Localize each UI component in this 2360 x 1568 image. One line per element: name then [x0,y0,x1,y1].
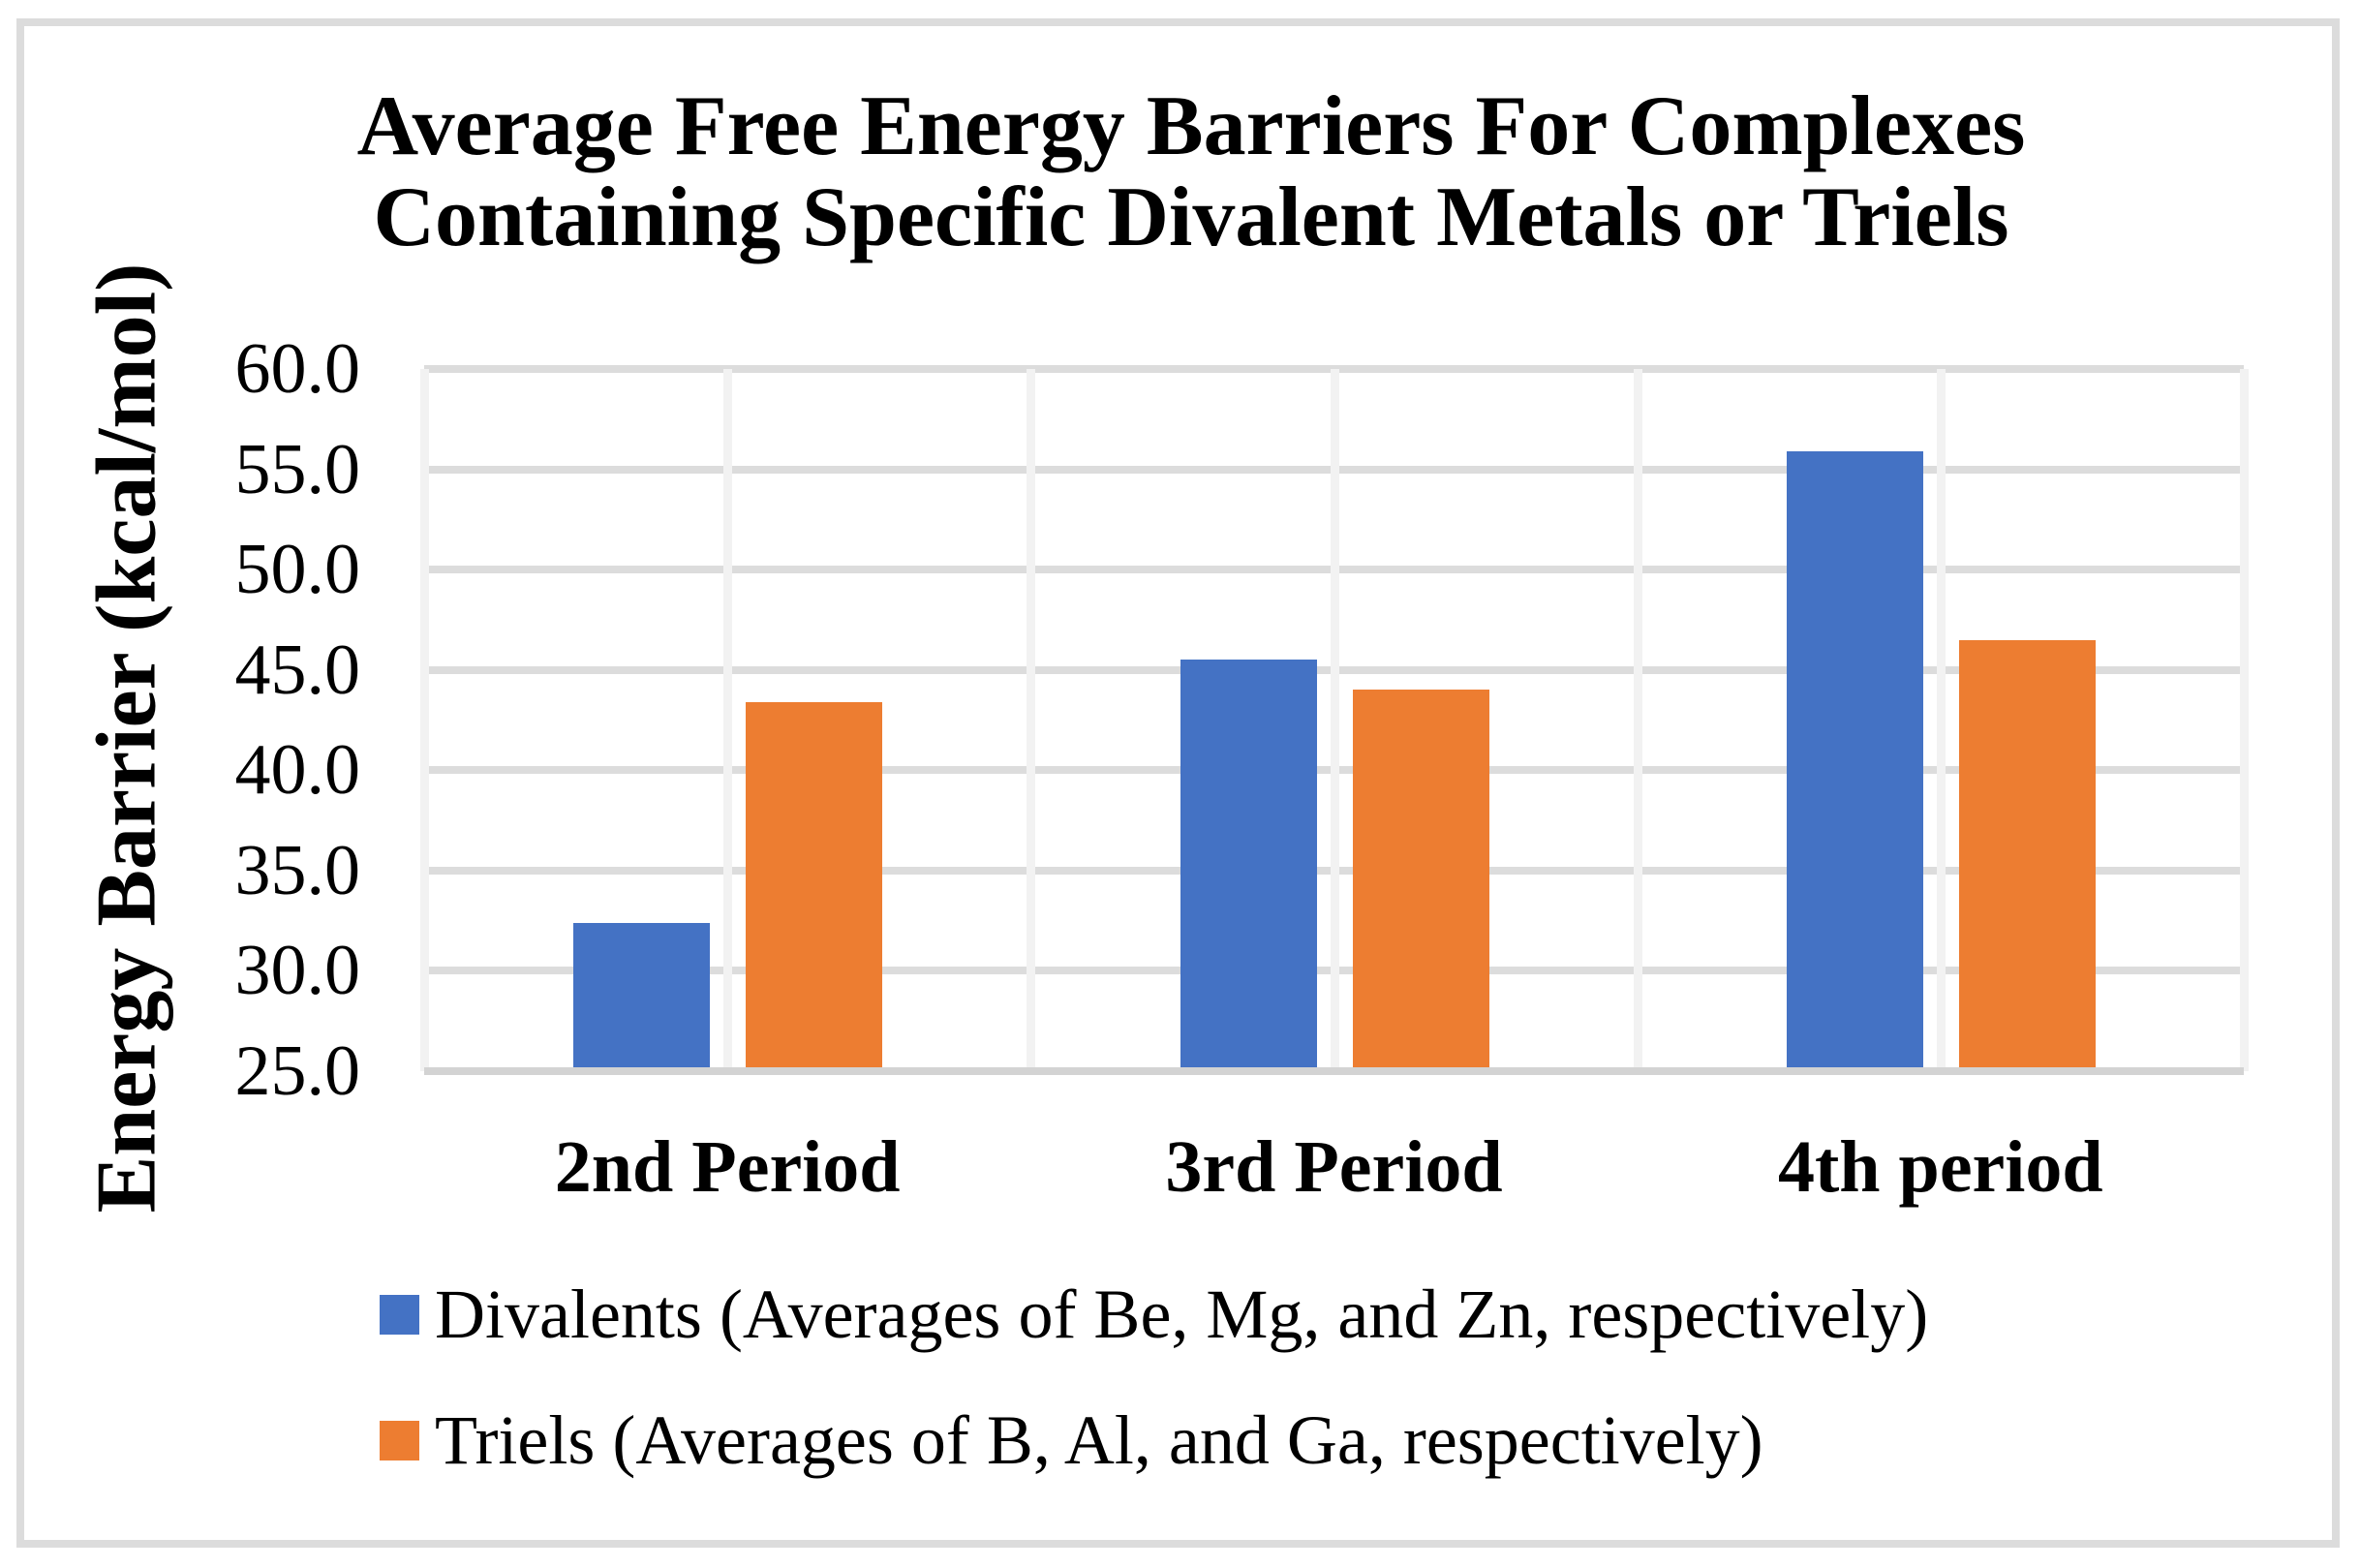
gridline-vertical [1027,369,1036,1071]
y-tick-label: 50.0 [234,530,361,610]
y-tick-label: 30.0 [234,931,361,1011]
legend-label: Triels (Averages of B, Al, and Ga, respe… [435,1401,1763,1479]
y-axis-tick-labels: 60.0 55.0 50.0 45.0 40.0 35.0 30.0 25.0 [97,333,361,1107]
x-category-label: 4th period [1777,1126,2103,1208]
legend-swatch-triels-icon [380,1420,419,1460]
gridline-vertical [1633,369,1642,1071]
x-category-label: 2nd Period [554,1126,901,1208]
chart-title-line-1: Average Free Energy Barriers For Complex… [356,79,2026,173]
chart-title-line-2: Containing Specific Divalent Metals or T… [373,170,2009,264]
x-axis-category-labels: 2nd Period 3rd Period 4th period [424,1126,2244,1214]
bar-divalents-2nd-period [573,922,711,1071]
legend-item: Triels (Averages of B, Al, and Ga, respe… [380,1397,1928,1484]
y-tick-label: 45.0 [234,630,361,710]
bar-triels-2nd-period [746,701,883,1071]
legend-label: Divalents (Averages of Be, Mg, and Zn, r… [435,1276,1929,1353]
bar-triels-4th-period [1958,639,2096,1071]
legend: Divalents (Averages of Be, Mg, and Zn, r… [380,1271,1928,1522]
bar-divalents-4th-period [1786,450,1923,1071]
y-tick-label: 35.0 [234,830,361,910]
bar-triels-3rd-period [1352,690,1489,1071]
bar-divalents-3rd-period [1180,660,1317,1071]
y-tick-label: 60.0 [234,329,361,409]
chart-title: Average Free Energy Barriers For Complex… [0,81,2360,263]
gridline-vertical [1330,369,1339,1071]
y-tick-label: 55.0 [234,429,361,509]
plot-area [420,365,2249,1075]
y-tick-label: 25.0 [234,1031,361,1111]
y-tick-label: 40.0 [234,730,361,811]
x-axis-line [424,1067,2244,1075]
gridline-vertical [1936,369,1946,1071]
gridline-vertical [2240,369,2249,1071]
gridline-vertical [723,369,733,1071]
legend-item: Divalents (Averages of Be, Mg, and Zn, r… [380,1271,1928,1358]
legend-swatch-divalents-icon [380,1294,419,1335]
gridline-vertical [420,369,429,1071]
x-category-label: 3rd Period [1165,1126,1503,1208]
